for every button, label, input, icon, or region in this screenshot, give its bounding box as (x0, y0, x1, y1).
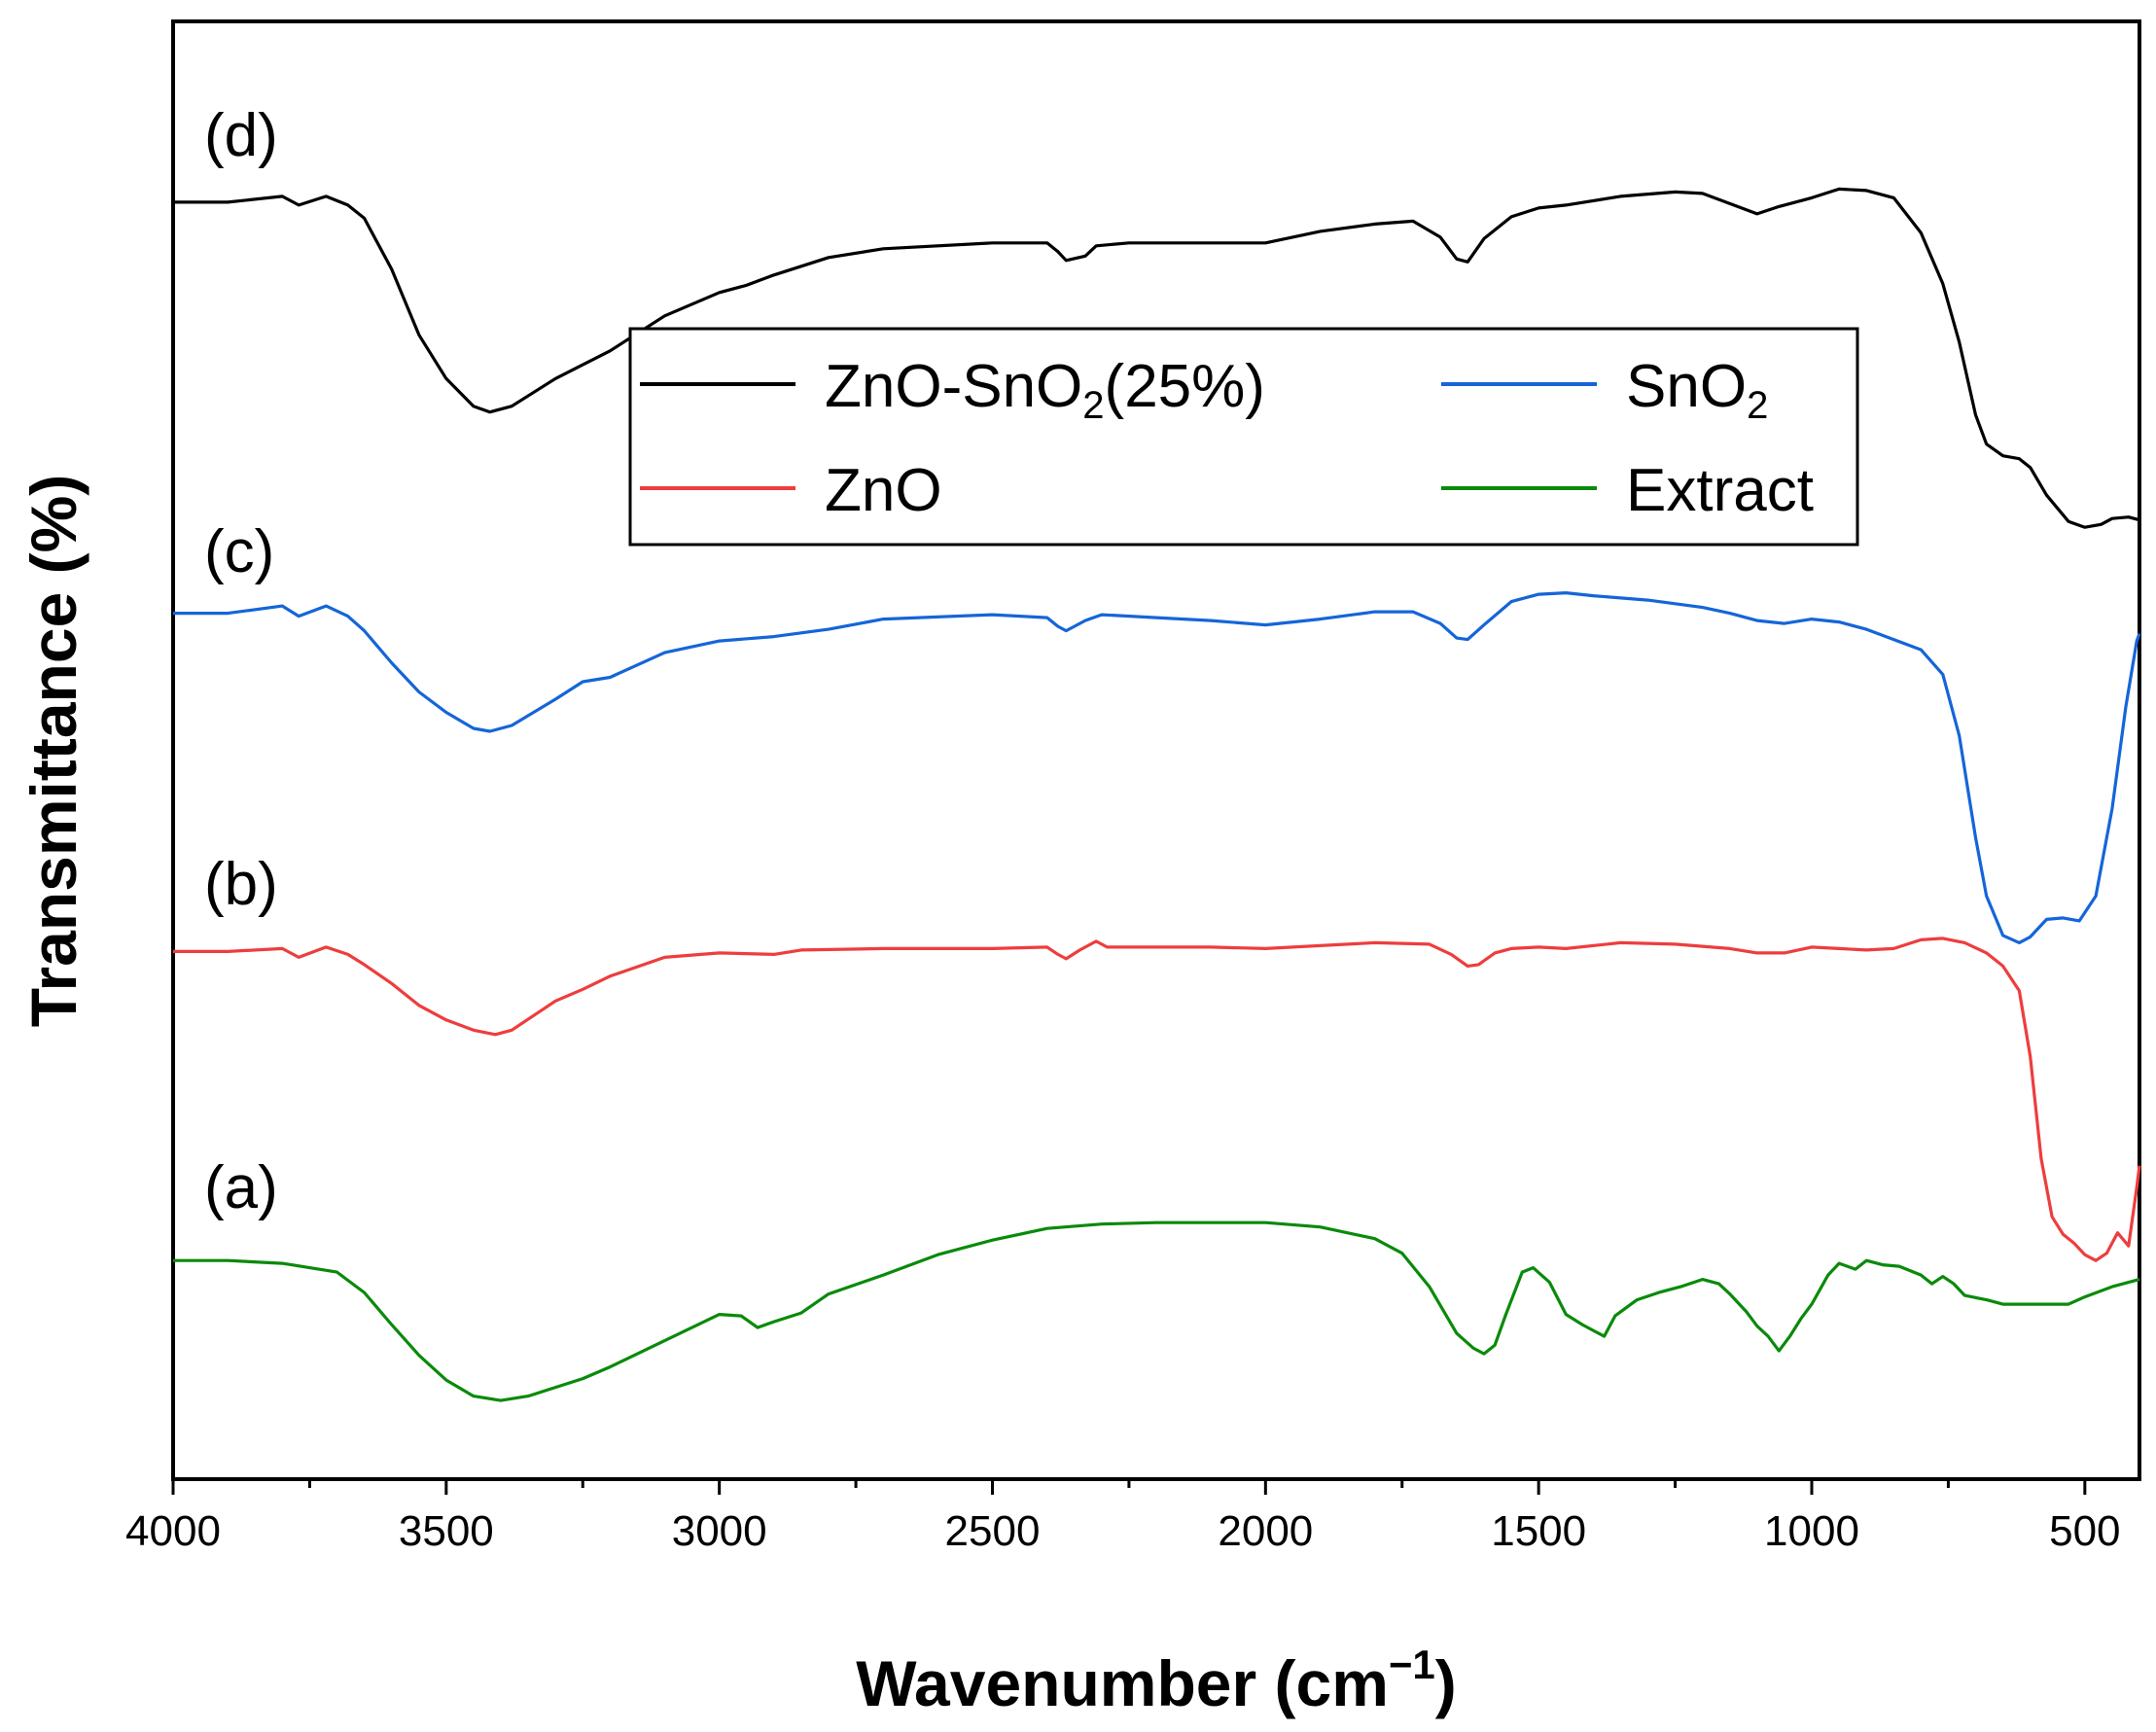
x-tick-label-1500: 1500 (1491, 1507, 1586, 1555)
series-line-zno-sno2-25 (173, 187, 2140, 529)
legend-box (628, 327, 1859, 547)
legend-label-extract: Extract (1626, 457, 1814, 524)
curve-label-a: (a) (204, 1154, 278, 1221)
series-layer (173, 187, 2141, 1402)
x-axis-title: Wavenumber (cm−1) (856, 1642, 1457, 1719)
x-tick-label-500: 500 (2049, 1507, 2120, 1555)
legend-label-sno2: SnO2 (1626, 353, 1768, 427)
legend-label-zno-sno2-tail: (25%) (1105, 353, 1265, 420)
x-axis-title-end: ) (1435, 1647, 1457, 1719)
legend-label-zno-sno2-main: ZnO-SnO (825, 353, 1082, 420)
x-tick-label-3500: 3500 (399, 1507, 494, 1555)
x-axis-title-main: Wavenumber (cm (856, 1647, 1389, 1719)
x-tick-label-1000: 1000 (1764, 1507, 1859, 1555)
legend-label-zno-sno2-sub: 2 (1082, 384, 1104, 427)
x-tick-label-2000: 2000 (1218, 1507, 1313, 1555)
curve-label-d: (d) (204, 102, 278, 169)
legend-label-sno2-main: SnO (1626, 353, 1747, 420)
x-axis-ticks: 4000 3500 3000 2500 2000 1500 1000 500 (125, 1479, 2121, 1555)
series-line-sno2 (173, 591, 2141, 944)
plot-frame (171, 19, 2141, 1481)
curve-label-b: (b) (204, 851, 278, 918)
curve-label-c: (c) (204, 518, 274, 585)
y-axis-title: Transmittance (%) (18, 475, 89, 1027)
series-line-extract (173, 1220, 2140, 1402)
x-tick-label-2500: 2500 (945, 1507, 1041, 1555)
legend-label-zno-sno2: ZnO-SnO2(25%) (825, 353, 1265, 427)
x-tick-label-3000: 3000 (672, 1507, 767, 1555)
legend: ZnO-SnO2(25%) SnO2 ZnO Extract (628, 327, 1859, 547)
series-line-zno (173, 937, 2141, 1262)
legend-label-sno2-sub: 2 (1747, 384, 1768, 427)
x-tick-label-4000: 4000 (125, 1507, 221, 1555)
legend-label-zno: ZnO (825, 457, 942, 524)
x-axis-title-sup: −1 (1389, 1642, 1435, 1687)
